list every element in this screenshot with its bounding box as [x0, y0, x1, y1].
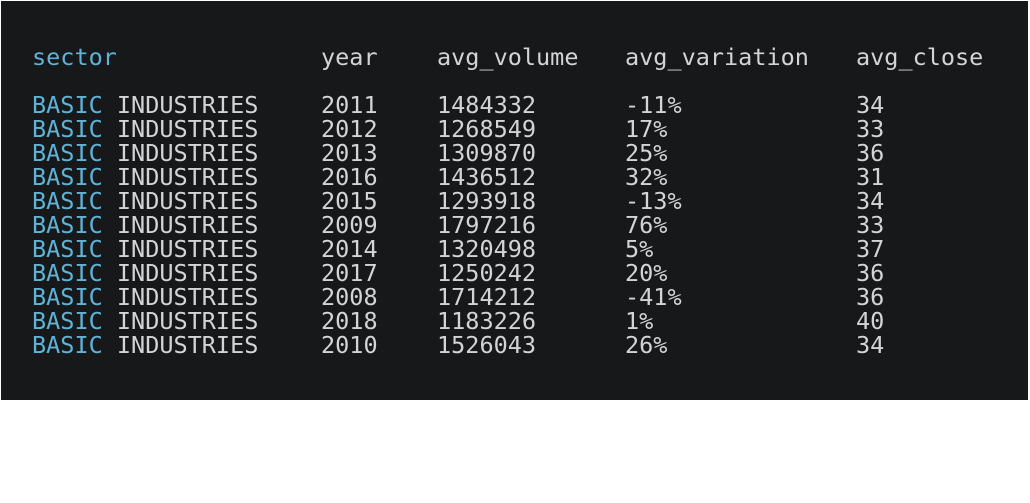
column-header-year: year: [321, 43, 378, 71]
avg-variation-cell: 1%: [625, 307, 654, 335]
avg-variation-cell: 26%: [625, 331, 668, 359]
sector-cell: BASIC INDUSTRIES: [32, 213, 258, 237]
avg-close-cell: 36: [856, 259, 885, 287]
avg-variation-cell: 32%: [625, 163, 668, 191]
avg-volume-cell: 1484332: [437, 91, 537, 119]
sector-rest: INDUSTRIES: [102, 163, 259, 191]
sector-rest: INDUSTRIES: [102, 307, 259, 335]
sector-rest: INDUSTRIES: [102, 91, 259, 119]
table-row: BASIC INDUSTRIES 2018 1183226 1% 40: [1, 309, 1028, 333]
sector-rest: INDUSTRIES: [102, 187, 259, 215]
table-row: BASIC INDUSTRIES 2014 1320498 5% 37: [1, 237, 1028, 261]
sector-keyword: BASIC: [32, 211, 103, 239]
table-row: BASIC INDUSTRIES 2008 1714212 -41% 36: [1, 285, 1028, 309]
column-header-avg-volume: avg_volume: [437, 43, 579, 71]
sector-rest: INDUSTRIES: [102, 139, 259, 167]
sector-rest: INDUSTRIES: [102, 115, 259, 143]
sector-cell: BASIC INDUSTRIES: [32, 93, 258, 117]
avg-close-cell: 34: [856, 331, 885, 359]
year-cell: 2010: [321, 331, 378, 359]
avg-volume-cell: 1526043: [437, 331, 537, 359]
table-header: sector year avg_volume avg_variation avg…: [1, 45, 1028, 69]
avg-variation-cell: 76%: [625, 211, 668, 239]
avg-volume-cell: 1714212: [437, 283, 537, 311]
sector-rest: INDUSTRIES: [102, 283, 259, 311]
sector-keyword: BASIC: [32, 283, 103, 311]
avg-volume-cell: 1183226: [437, 307, 537, 335]
column-header-avg-variation: avg_variation: [625, 43, 809, 71]
sector-keyword: BASIC: [32, 163, 103, 191]
year-cell: 2017: [321, 259, 378, 287]
avg-close-cell: 33: [856, 115, 885, 143]
sector-cell: BASIC INDUSTRIES: [32, 117, 258, 141]
table-row: BASIC INDUSTRIES 2011 1484332 -11% 34: [1, 93, 1028, 117]
year-cell: 2009: [321, 211, 378, 239]
avg-volume-cell: 1268549: [437, 115, 537, 143]
avg-volume-cell: 1293918: [437, 187, 537, 215]
table-row: BASIC INDUSTRIES 2016 1436512 32% 31: [1, 165, 1028, 189]
column-header-sector: sector: [32, 43, 117, 71]
avg-close-cell: 34: [856, 91, 885, 119]
sector-keyword: BASIC: [32, 115, 103, 143]
avg-volume-cell: 1320498: [437, 235, 537, 263]
sector-cell: BASIC INDUSTRIES: [32, 237, 258, 261]
sector-cell: BASIC INDUSTRIES: [32, 141, 258, 165]
sector-keyword: BASIC: [32, 307, 103, 335]
avg-variation-cell: -13%: [625, 187, 682, 215]
sector-cell: BASIC INDUSTRIES: [32, 189, 258, 213]
avg-close-cell: 34: [856, 187, 885, 215]
avg-close-cell: 33: [856, 211, 885, 239]
avg-variation-cell: 25%: [625, 139, 668, 167]
avg-close-cell: 31: [856, 163, 885, 191]
table-row: BASIC INDUSTRIES 2017 1250242 20% 36: [1, 261, 1028, 285]
avg-volume-cell: 1436512: [437, 163, 537, 191]
year-cell: 2014: [321, 235, 378, 263]
sector-cell: BASIC INDUSTRIES: [32, 333, 258, 357]
avg-close-cell: 36: [856, 139, 885, 167]
year-cell: 2008: [321, 283, 378, 311]
terminal-output: sector year avg_volume avg_variation avg…: [1, 1, 1028, 400]
avg-variation-cell: 5%: [625, 235, 654, 263]
year-cell: 2012: [321, 115, 378, 143]
sector-keyword: BASIC: [32, 235, 103, 263]
sector-keyword: BASIC: [32, 259, 103, 287]
year-cell: 2018: [321, 307, 378, 335]
avg-volume-cell: 1797216: [437, 211, 537, 239]
sector-cell: BASIC INDUSTRIES: [32, 261, 258, 285]
year-cell: 2011: [321, 91, 378, 119]
sector-cell: BASIC INDUSTRIES: [32, 309, 258, 333]
sector-rest: INDUSTRIES: [102, 331, 259, 359]
table-row: BASIC INDUSTRIES 2012 1268549 17% 33: [1, 117, 1028, 141]
sector-rest: INDUSTRIES: [102, 235, 259, 263]
avg-close-cell: 40: [856, 307, 885, 335]
avg-close-cell: 36: [856, 283, 885, 311]
avg-variation-cell: -11%: [625, 91, 682, 119]
avg-volume-cell: 1250242: [437, 259, 537, 287]
avg-variation-cell: 17%: [625, 115, 668, 143]
sector-rest: INDUSTRIES: [102, 211, 259, 239]
year-cell: 2015: [321, 187, 378, 215]
table-row: BASIC INDUSTRIES 2013 1309870 25% 36: [1, 141, 1028, 165]
sector-keyword: BASIC: [32, 91, 103, 119]
sector-cell: BASIC INDUSTRIES: [32, 285, 258, 309]
avg-volume-cell: 1309870: [437, 139, 537, 167]
sector-keyword: BASIC: [32, 187, 103, 215]
avg-variation-cell: 20%: [625, 259, 668, 287]
year-cell: 2013: [321, 139, 378, 167]
avg-variation-cell: -41%: [625, 283, 682, 311]
year-cell: 2016: [321, 163, 378, 191]
table-row: BASIC INDUSTRIES 2009 1797216 76% 33: [1, 213, 1028, 237]
sector-rest: INDUSTRIES: [102, 259, 259, 287]
sector-keyword: BASIC: [32, 331, 103, 359]
table-row: BASIC INDUSTRIES 2010 1526043 26% 34: [1, 333, 1028, 357]
sector-cell: BASIC INDUSTRIES: [32, 165, 258, 189]
avg-close-cell: 37: [856, 235, 885, 263]
table-row: BASIC INDUSTRIES 2015 1293918 -13% 34: [1, 189, 1028, 213]
column-header-avg-close: avg_close: [856, 43, 984, 71]
sector-keyword: BASIC: [32, 139, 103, 167]
